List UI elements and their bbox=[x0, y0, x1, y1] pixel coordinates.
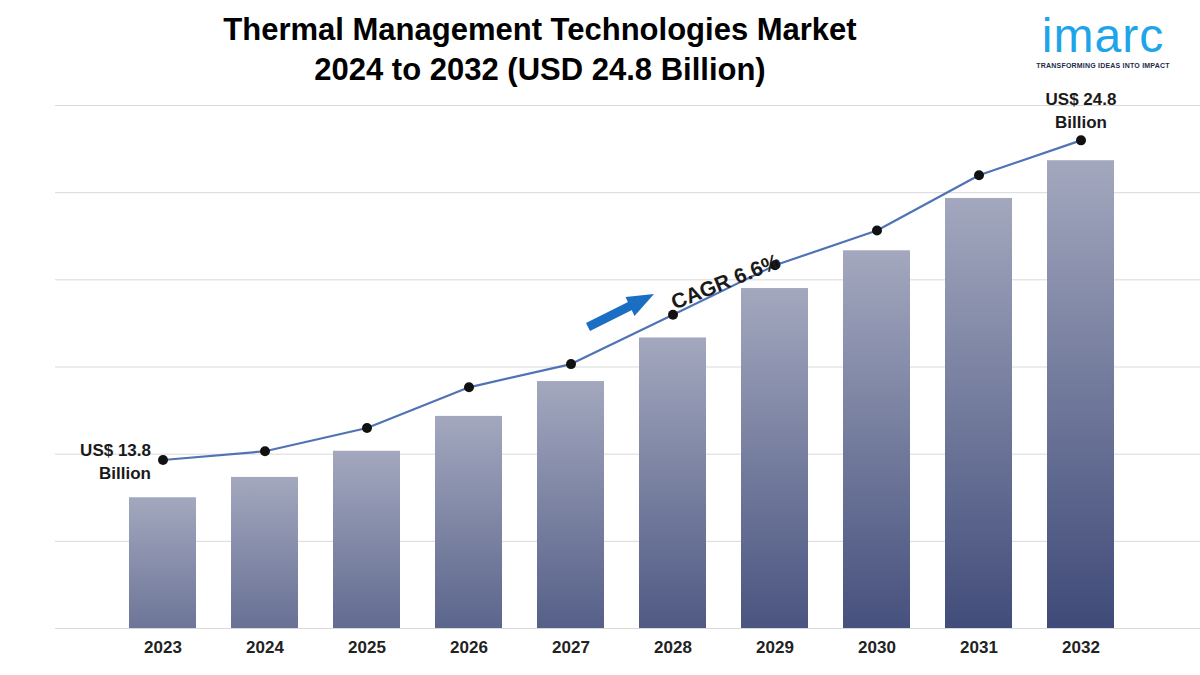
svg-text:2027: 2027 bbox=[552, 638, 590, 657]
svg-text:2028: 2028 bbox=[654, 638, 692, 657]
html-text:imarc: imarc bbox=[1041, 9, 1165, 62]
svg-text:US$ 24.8Billion: US$ 24.8Billion bbox=[1046, 90, 1117, 132]
html-text:TRANSFORMING IDEAS INTO IMPACT: TRANSFORMING IDEAS INTO IMPACT bbox=[1036, 62, 1170, 69]
svg-text:CAGR 6.6%: CAGR 6.6% bbox=[668, 249, 784, 314]
svg-text:2025: 2025 bbox=[348, 638, 386, 657]
svg-text:2029: 2029 bbox=[756, 638, 794, 657]
svg-text:2023: 2023 bbox=[144, 638, 182, 657]
svg-text:2030: 2030 bbox=[858, 638, 896, 657]
svg-text:2032: 2032 bbox=[1062, 638, 1100, 657]
svg-text:2024: 2024 bbox=[246, 638, 284, 657]
svg-text:2026: 2026 bbox=[450, 638, 488, 657]
html-text:Thermal Management Technologie: Thermal Management Technologies Market 2… bbox=[223, 12, 857, 87]
svg-text:US$ 13.8Billion: US$ 13.8Billion bbox=[80, 441, 151, 483]
svg-text:2031: 2031 bbox=[960, 638, 998, 657]
